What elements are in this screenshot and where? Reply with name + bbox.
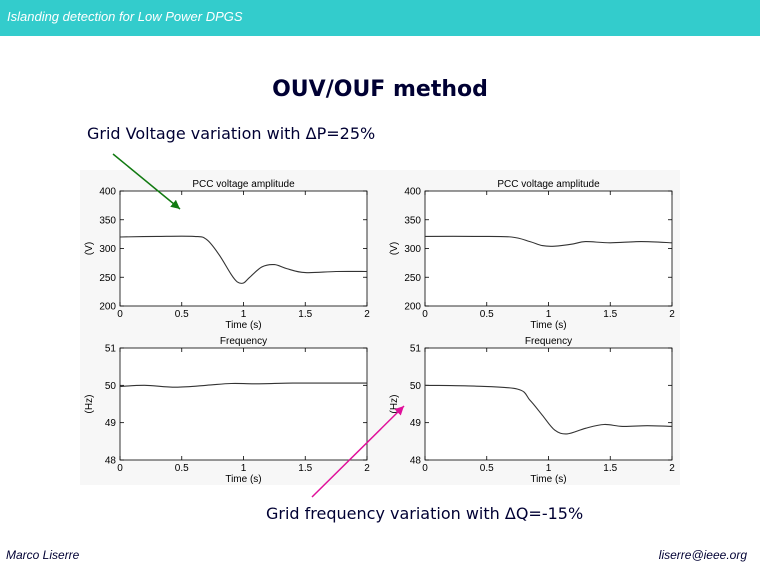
y-tick-label: 200 xyxy=(404,302,421,313)
x-tick-label: 0.5 xyxy=(175,463,189,474)
y-tick-label: 250 xyxy=(99,273,116,284)
x-tick-label: 0.5 xyxy=(175,309,189,320)
y-tick-label: 49 xyxy=(105,418,117,429)
y-axis-label: (Hz) xyxy=(84,395,95,414)
x-tick-label: 0.5 xyxy=(480,463,494,474)
frequency-caption: Grid frequency variation with ΔQ=-15% xyxy=(266,504,584,523)
x-tick-label: 2 xyxy=(364,309,370,320)
series-line xyxy=(119,235,368,284)
x-tick-label: 0.5 xyxy=(480,309,494,320)
x-axis-label: Time (s) xyxy=(225,320,261,331)
x-axis-label: Time (s) xyxy=(225,474,261,485)
slide-title: OUV/OUF method xyxy=(272,77,488,102)
y-axis-label: (V) xyxy=(84,242,95,255)
x-tick-label: 0 xyxy=(117,309,123,320)
y-tick-label: 250 xyxy=(404,273,421,284)
y-tick-label: 350 xyxy=(99,215,116,226)
plot-axes-1 xyxy=(119,190,368,307)
x-tick-label: 1.5 xyxy=(603,463,617,474)
header-bar: Islanding detection for Low Power DPGS xyxy=(0,0,760,36)
plot-title: PCC voltage amplitude xyxy=(192,179,295,190)
x-tick-label: 2 xyxy=(669,463,675,474)
plot-axes-4 xyxy=(424,347,673,461)
voltage-arrow xyxy=(112,153,181,210)
x-tick-label: 1.5 xyxy=(298,463,312,474)
x-tick-label: 2 xyxy=(669,309,675,320)
x-tick-label: 1 xyxy=(241,463,247,474)
x-tick-label: 1 xyxy=(241,309,247,320)
plot-axes-3 xyxy=(119,347,368,461)
y-tick-label: 51 xyxy=(410,344,422,355)
header-title: Islanding detection for Low Power DPGS xyxy=(7,9,243,24)
x-tick-label: 0 xyxy=(422,309,428,320)
footer-author: Marco Liserre xyxy=(6,548,80,562)
y-tick-label: 50 xyxy=(410,381,422,392)
y-tick-label: 350 xyxy=(404,215,421,226)
voltage-caption: Grid Voltage variation with ΔP=25% xyxy=(87,124,376,143)
series-line xyxy=(119,382,367,388)
x-axis-label: Time (s) xyxy=(530,474,566,485)
x-tick-label: 2 xyxy=(364,463,370,474)
x-tick-label: 1 xyxy=(546,463,552,474)
x-tick-label: 0 xyxy=(422,463,428,474)
y-tick-label: 300 xyxy=(99,244,116,255)
y-tick-label: 400 xyxy=(404,187,421,198)
series-line xyxy=(424,235,673,247)
y-tick-label: 400 xyxy=(99,187,116,198)
y-tick-label: 49 xyxy=(410,418,422,429)
x-axis-label: Time (s) xyxy=(530,320,566,331)
y-axis-label: (V) xyxy=(389,242,400,255)
x-tick-label: 0 xyxy=(117,463,123,474)
y-tick-label: 51 xyxy=(105,344,117,355)
frequency-arrow xyxy=(311,405,405,498)
y-tick-label: 48 xyxy=(105,456,117,467)
y-tick-label: 300 xyxy=(404,244,421,255)
series-line xyxy=(424,384,673,435)
y-axis-label: (Hz) xyxy=(389,395,400,414)
plot-title: Frequency xyxy=(525,336,572,347)
x-tick-label: 1 xyxy=(546,309,552,320)
x-tick-label: 1.5 xyxy=(603,309,617,320)
y-tick-label: 50 xyxy=(105,381,117,392)
x-tick-label: 1.5 xyxy=(298,309,312,320)
footer-email: liserre@ieee.org xyxy=(658,548,747,562)
y-tick-label: 48 xyxy=(410,456,422,467)
plot-axes-2 xyxy=(424,190,673,307)
y-tick-label: 200 xyxy=(99,302,116,313)
plot-title: PCC voltage amplitude xyxy=(497,179,600,190)
plot-title: Frequency xyxy=(220,336,267,347)
